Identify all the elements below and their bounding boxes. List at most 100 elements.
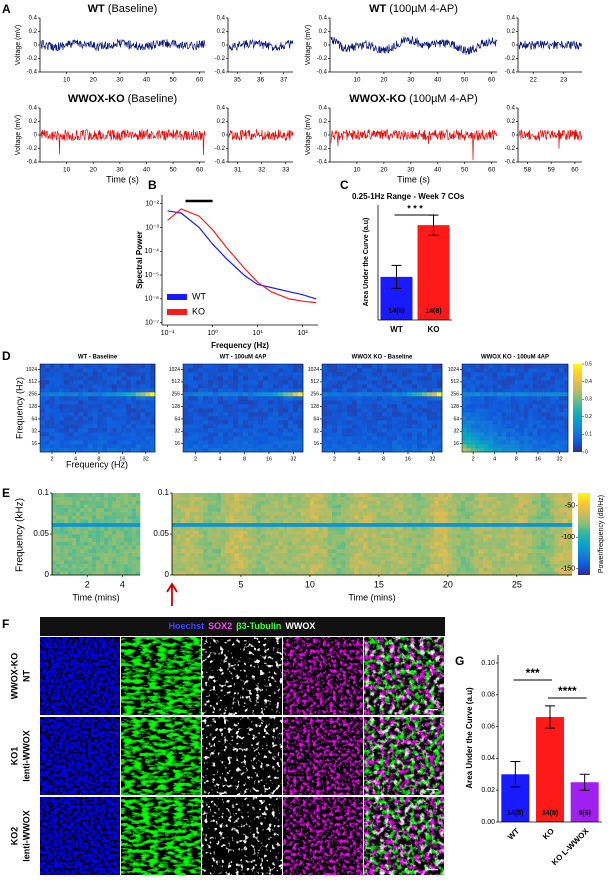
- heatmap-cell: [532, 428, 538, 433]
- heatmap-cell: [135, 448, 141, 453]
- x-tick-label: 60: [488, 77, 496, 84]
- spectrogram-cell: [252, 534, 257, 539]
- spectrogram-cell: [398, 534, 404, 539]
- heatmap-cell: [59, 364, 65, 369]
- heatmap-cell: [462, 424, 467, 429]
- y-tick-label: -0.2: [317, 146, 328, 152]
- heatmap-cell: [367, 384, 373, 389]
- spectrogram-cell: [220, 507, 226, 512]
- spectrogram-cell: [318, 545, 324, 550]
- heatmap-cell: [437, 416, 443, 421]
- heatmap-cell: [342, 440, 348, 445]
- heatmap-cell: [554, 432, 560, 437]
- spectrogram-cell: [72, 507, 77, 512]
- spectrogram-cell: [314, 504, 319, 509]
- heatmap-cell: [126, 412, 132, 417]
- voltage-trace: [518, 128, 583, 149]
- heatmap-cell: [49, 408, 55, 413]
- heatmap-cell: [506, 412, 511, 417]
- heatmap-cell: [402, 392, 408, 397]
- heatmap-cell: [63, 400, 70, 405]
- spectrogram-cell: [323, 493, 328, 498]
- heatmap-cell: [342, 416, 348, 421]
- heatmap-cell: [258, 420, 264, 425]
- spectrogram-cell: [469, 504, 475, 509]
- spectrogram-cell: [216, 519, 222, 524]
- heatmap-cell: [519, 436, 525, 441]
- spectrogram-cell: [403, 552, 408, 557]
- heatmap-cell: [293, 440, 299, 445]
- heatmap-cell: [432, 384, 438, 389]
- heatmap-cell: [563, 376, 569, 381]
- spectrogram-cell: [540, 556, 546, 561]
- spectrogram-cell: [314, 548, 319, 553]
- heatmap-cell: [342, 392, 348, 397]
- spectrogram-cell: [447, 560, 453, 565]
- spectrogram-cell: [124, 571, 129, 576]
- spectrogram-cell: [478, 493, 484, 498]
- heatmap-cell: [54, 380, 60, 385]
- spectrogram-cell: [56, 552, 61, 557]
- spectrogram-cell: [185, 552, 191, 557]
- heatmap-cell: [362, 428, 368, 433]
- spectrogram-cell: [536, 552, 542, 557]
- spectrogram-cell: [189, 530, 195, 535]
- y-tick-label: 512: [311, 379, 320, 385]
- heatmap-cell: [97, 380, 103, 385]
- spectrogram-cell: [323, 537, 328, 542]
- heatmap-cell: [228, 440, 234, 445]
- spectrogram-cell: [256, 545, 262, 550]
- spectrogram-cell: [234, 541, 239, 546]
- heatmap-cell: [519, 428, 525, 433]
- spectrogram-cell: [394, 560, 399, 565]
- heatmap-cell: [145, 408, 151, 413]
- heatmap-cell: [528, 400, 533, 405]
- spectrogram-cell: [412, 571, 417, 576]
- spectrogram-cell: [412, 537, 417, 542]
- spectrogram-cell: [305, 493, 311, 498]
- heatmap-cell: [233, 420, 239, 425]
- heatmap-cell: [107, 376, 113, 381]
- spectrogram-cell: [287, 519, 293, 524]
- spectrogram-cell: [336, 526, 342, 531]
- heatmap-cell: [263, 388, 269, 393]
- heatmap-cell: [437, 384, 443, 389]
- heatmap-cell: [392, 384, 398, 389]
- spectrogram-cell: [189, 563, 195, 568]
- spectrogram-cell: [332, 511, 337, 516]
- spectrogram-cell: [269, 522, 275, 527]
- heatmap-cell: [523, 408, 529, 413]
- heatmap-cell: [228, 392, 234, 397]
- spectrogram-cell: [203, 515, 208, 520]
- spectrogram-cell: [309, 552, 315, 557]
- heatmap-cell: [54, 420, 60, 425]
- spectrogram-cell: [100, 511, 105, 516]
- x-tick-label: 10⁰: [207, 329, 218, 337]
- heatmap-cell: [532, 388, 538, 393]
- spectrogram-cell: [296, 567, 302, 572]
- heatmap-cell: [73, 412, 79, 417]
- spectrogram-cell: [80, 493, 85, 498]
- heatmap-cell: [387, 424, 393, 429]
- spectrogram-cell: [216, 522, 222, 527]
- spectrogram-cell: [108, 548, 113, 553]
- heatmap-cell: [278, 448, 284, 453]
- spectrogram-cell: [474, 504, 479, 509]
- spectrogram-cell: [252, 552, 257, 557]
- heatmap-cell: [92, 432, 98, 437]
- heatmap-cell: [327, 432, 333, 437]
- heatmap-cell: [488, 388, 494, 393]
- spectrogram-cell: [92, 530, 97, 535]
- heatmap-cell: [506, 392, 511, 397]
- spectrogram-cell: [112, 526, 117, 531]
- spectrogram-cell: [323, 545, 328, 550]
- spectrogram-cell: [345, 511, 351, 516]
- heatmap-cell: [397, 420, 403, 425]
- spectrogram-cell: [108, 507, 113, 512]
- spectrogram-cell: [500, 552, 506, 557]
- heatmap-cell: [427, 436, 433, 441]
- x-axis-label: Frequency (Hz): [211, 341, 269, 350]
- heatmap-cell: [135, 364, 141, 369]
- spectrogram-cell: [532, 526, 537, 531]
- heatmap-cell: [554, 424, 560, 429]
